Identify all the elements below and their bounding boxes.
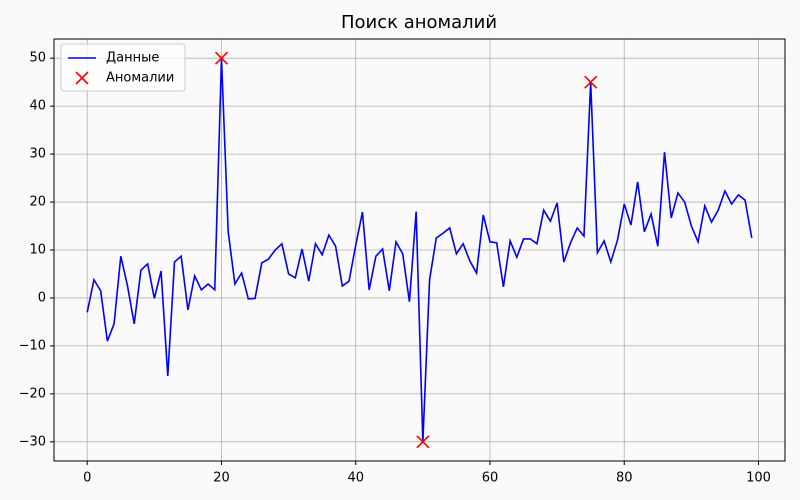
chart-title: Поиск аномалий: [341, 12, 497, 33]
y-tick-label: −30: [19, 434, 46, 449]
y-tick-label: 40: [29, 99, 46, 114]
legend-marker: [75, 71, 89, 85]
x-tick-label: 60: [482, 471, 499, 486]
y-tick-label: 0: [38, 290, 46, 305]
legend-box: [60, 43, 186, 92]
x-tick-label: 20: [213, 471, 230, 486]
y-tick-label: 50: [29, 51, 46, 66]
legend-label: Данные: [106, 51, 159, 66]
data-line: [86, 58, 753, 442]
anomaly-marker: [416, 435, 430, 449]
x-tick-label: 80: [616, 471, 633, 486]
y-tick-label: −10: [19, 338, 46, 353]
anomaly-marker: [214, 51, 229, 65]
legend-label: Аномалии: [106, 71, 174, 86]
y-tick-label: 30: [29, 147, 46, 162]
x-tick-label: 100: [746, 471, 771, 486]
axes-frame: [53, 38, 786, 462]
y-tick-label: 10: [29, 243, 46, 258]
anomaly-marker: [584, 75, 598, 89]
x-tick-label: 40: [347, 471, 364, 486]
y-tick-label: −20: [19, 386, 46, 401]
y-tick-label: 20: [29, 195, 46, 210]
x-tick-label: 0: [83, 471, 91, 486]
